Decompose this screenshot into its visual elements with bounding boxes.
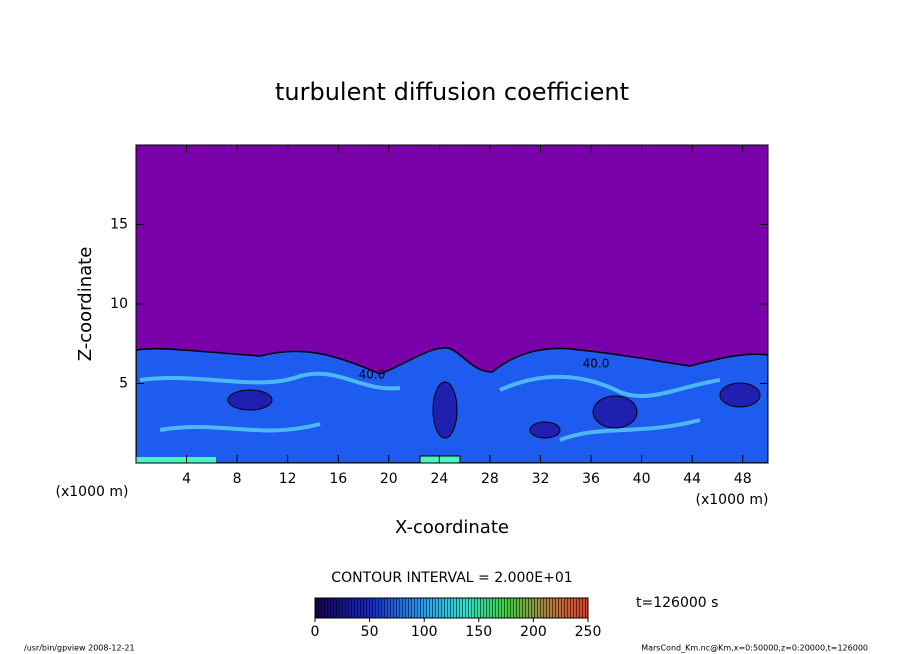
x-tick-label: 28	[481, 471, 499, 487]
eddy	[719, 382, 761, 408]
x-tick-label: 8	[233, 471, 242, 487]
x-tick-label: 36	[582, 471, 600, 487]
y-axis-label: Z-coordinate	[75, 247, 96, 362]
contour-label: 40.0	[359, 368, 386, 382]
contour-label: 40.0	[583, 357, 610, 371]
y-tick-label: 10	[110, 296, 128, 312]
eddy	[432, 381, 458, 439]
x-tick-label: 4	[182, 471, 191, 487]
y-tick-label: 15	[110, 217, 128, 233]
colorbar-tick-label: 200	[520, 624, 547, 640]
contour-interval: CONTOUR INTERVAL = 2.000E+01	[331, 570, 572, 586]
y-tick-label: 5	[119, 376, 128, 392]
eddy	[529, 421, 561, 439]
colorbar-tick-label: 150	[465, 624, 492, 640]
x-unit: (x1000 m)	[696, 492, 769, 508]
x-tick-label: 16	[329, 471, 347, 487]
eddy	[227, 389, 273, 411]
x-tick-label: 32	[532, 471, 550, 487]
eddy	[592, 395, 638, 429]
surface-layer	[136, 457, 216, 463]
cyan-streaks	[139, 371, 721, 442]
x-tick-label: 12	[279, 471, 297, 487]
colorbar-tick-label: 100	[411, 624, 438, 640]
colorbar-frame	[314, 597, 589, 619]
footer-left: /usr/bin/gpview 2008-12-21	[24, 644, 135, 653]
surface-layer	[419, 455, 461, 463]
colorbar-tick-label: 0	[311, 624, 320, 640]
x-axis-label: X-coordinate	[395, 517, 509, 538]
footer-right: MarsCond_Km.nc@Km,x=0:50000,z=0:20000,t=…	[641, 644, 868, 653]
x-tick-label: 40	[633, 471, 651, 487]
colorbar-tick-label: 50	[361, 624, 379, 640]
x-tick-label: 24	[430, 471, 448, 487]
chart-title: turbulent diffusion coefficient	[275, 78, 629, 106]
colorbar-tick-label: 250	[575, 624, 602, 640]
x-tick-label: 44	[683, 471, 701, 487]
time-label: t=126000 s	[636, 595, 718, 611]
x-tick-label: 20	[380, 471, 398, 487]
y-unit: (x1000 m)	[56, 484, 129, 500]
x-tick-label: 48	[734, 471, 752, 487]
field	[136, 145, 768, 463]
